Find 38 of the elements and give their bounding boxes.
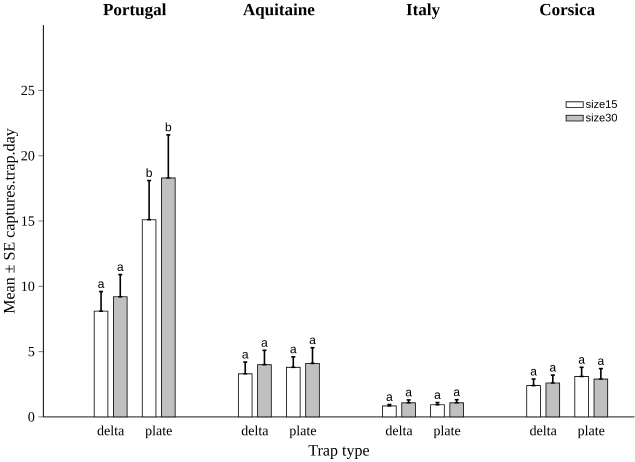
y-tick-label: 15 [22, 216, 34, 226]
y-tick-label: 0 [28, 412, 34, 422]
annotation: b [166, 122, 172, 132]
annotation: a [598, 358, 604, 365]
x-tick-label: plate [578, 425, 604, 438]
legend-label: size30 [586, 113, 618, 122]
x-tick-label: plate [289, 425, 316, 438]
annotation: a [98, 281, 104, 288]
y-tick-label: 25 [21, 86, 34, 96]
annotation: a [530, 368, 537, 376]
annotation: b [146, 168, 152, 177]
y-axis-title: Mean ± SE captures.trap.day [3, 128, 18, 314]
y-tick-label: 20 [21, 150, 34, 160]
x-tick-label: delta [386, 425, 412, 436]
text: Italy [406, 3, 440, 19]
annotation: a [386, 394, 393, 401]
annotation: a [310, 337, 316, 344]
x-tick-label: delta [242, 425, 268, 436]
annotation: a [454, 389, 460, 396]
text: Portugal [103, 3, 166, 19]
annotation: a [406, 390, 412, 396]
y-tick-label: 5 [28, 346, 34, 356]
x-tick-label: delta [98, 425, 124, 436]
y-tick-label: 10 [22, 281, 34, 291]
text: Aquitaine [243, 3, 314, 19]
annotation: a [434, 392, 441, 399]
annotation: a [578, 356, 585, 364]
x-axis-title: Trap type [308, 444, 370, 459]
x-tick-label: plate [434, 425, 460, 438]
x-tick-label: delta [530, 425, 557, 436]
text: Corsica [540, 3, 595, 16]
annotation: a [242, 352, 249, 358]
annotation: a [550, 364, 556, 372]
legend-label: size15 [586, 100, 617, 108]
annotation: a [117, 264, 124, 271]
x-tick-label: plate [145, 425, 172, 438]
annotation: a [290, 346, 297, 354]
annotation: a [262, 340, 268, 347]
